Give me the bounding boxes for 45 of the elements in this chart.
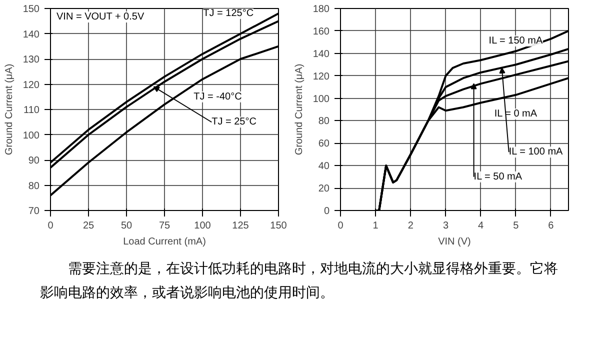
x-tick-label: 150 xyxy=(270,220,288,232)
x-tick-label: 75 xyxy=(158,220,170,232)
annotation: IL = 150 mA xyxy=(488,36,543,47)
y-tick-label: 70 xyxy=(28,206,40,217)
y-axis-title: Ground Current (μA) xyxy=(294,64,305,156)
x-axis-title: Load Current (mA) xyxy=(123,236,206,248)
y-tick-label: 60 xyxy=(318,138,330,150)
y-tick-label: 20 xyxy=(318,184,330,195)
y-tick-label: 180 xyxy=(312,4,330,15)
y-tick-label: 160 xyxy=(312,26,330,38)
x-tick-label: 2 xyxy=(408,220,414,232)
y-tick-label: 130 xyxy=(22,54,40,66)
y-tick-label: 100 xyxy=(22,130,40,142)
x-tick-label: 125 xyxy=(232,220,250,232)
y-tick-label: 140 xyxy=(22,29,40,40)
annotation: VIN = VOUT + 0.5V xyxy=(56,12,144,22)
x-tick-label: 3 xyxy=(442,220,449,232)
x-tick-label: 0 xyxy=(48,220,54,232)
y-tick-label: 90 xyxy=(28,156,40,166)
x-axis-title: VIN (V) xyxy=(438,236,471,248)
y-tick-label: 0 xyxy=(324,206,330,217)
y-tick-label: 40 xyxy=(318,161,330,172)
x-tick-label: 100 xyxy=(194,220,212,232)
annotation: IL = 100 mA xyxy=(508,146,564,158)
y-tick-label: 140 xyxy=(312,48,330,60)
y-tick-label: 120 xyxy=(22,80,40,91)
annotation: TJ = 25°C xyxy=(212,116,256,128)
x-tick-label: 1 xyxy=(372,220,379,232)
annotation: IL = 50 mA xyxy=(474,171,522,182)
y-tick-label: 80 xyxy=(28,180,40,192)
y-tick-label: 100 xyxy=(312,94,330,105)
annotation: TJ = -40°C xyxy=(194,91,242,102)
x-tick-label: 4 xyxy=(478,220,484,232)
y-tick-label: 80 xyxy=(318,116,330,128)
x-tick-label: 25 xyxy=(82,220,94,232)
x-tick-label: 0 xyxy=(338,220,344,232)
y-tick-label: 120 xyxy=(312,71,330,82)
annotation: TJ = 125°C xyxy=(203,8,254,20)
text: 需要注意的是，在设计低功耗的电路时，对地电流的大小就显得格外重要。它将影响电路的效率，或者说影响电池的使用时间。 xyxy=(40,259,559,302)
x-tick-label: 5 xyxy=(513,220,520,232)
y-tick-label: 150 xyxy=(22,4,40,15)
x-tick-label: 50 xyxy=(120,220,132,232)
y-tick-label: 110 xyxy=(24,105,40,116)
x-tick-label: 6 xyxy=(548,220,554,232)
y-axis-title: Ground Current (μA) xyxy=(4,64,15,156)
